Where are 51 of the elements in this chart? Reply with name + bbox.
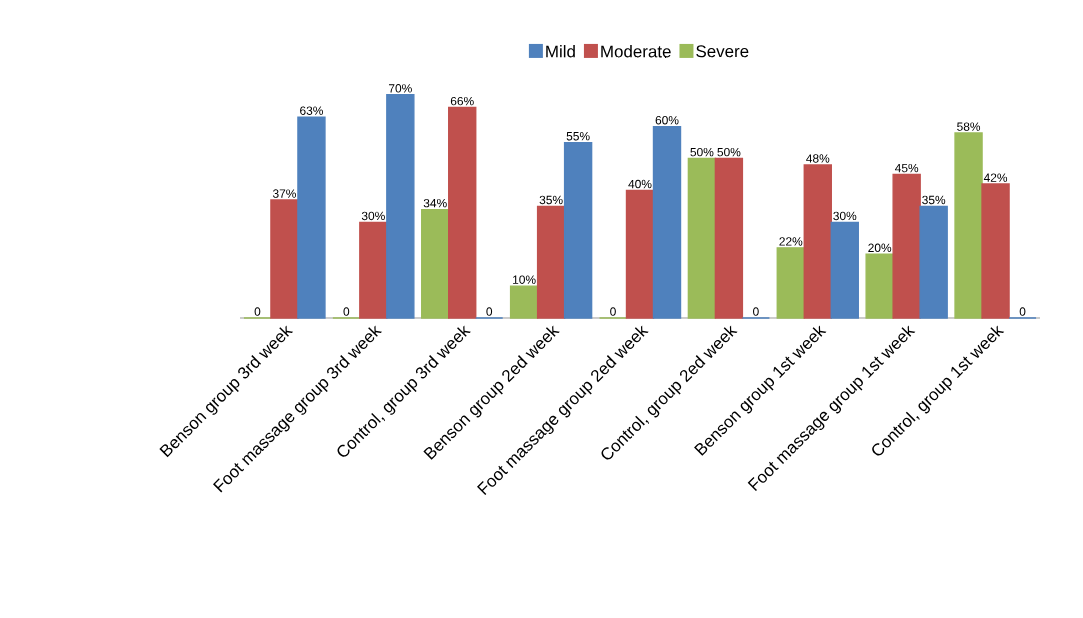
data-label: 70%: [388, 84, 412, 93]
data-label: 50%: [690, 147, 714, 157]
data-label: 48%: [806, 154, 830, 163]
bar: [386, 94, 415, 319]
bar: [297, 116, 326, 319]
data-label: 45%: [894, 163, 919, 173]
data-label: 0: [486, 307, 493, 316]
data-label: 55%: [566, 132, 590, 141]
bar: [919, 205, 948, 319]
legend-label: Mild: [546, 45, 575, 58]
data-label: 66%: [450, 96, 474, 106]
data-label: 63%: [300, 106, 323, 115]
bar: [803, 164, 832, 319]
bar: [892, 173, 921, 319]
bar: [652, 125, 682, 319]
data-label: 0: [1019, 307, 1026, 316]
bar: [448, 106, 477, 319]
bar: [270, 199, 299, 319]
data-label: 50%: [717, 147, 741, 157]
data-label: 0: [753, 307, 759, 316]
bar: [536, 205, 566, 319]
data-label: 40%: [628, 179, 652, 189]
data-label: 35%: [922, 195, 946, 205]
data-label: 22%: [779, 237, 803, 246]
data-label: 0: [343, 307, 350, 316]
data-label: 42%: [983, 173, 1008, 182]
bar: [359, 221, 388, 319]
bar: [625, 189, 655, 319]
bar: [714, 157, 744, 319]
bar: [776, 247, 805, 319]
bar: [563, 141, 593, 319]
bar: [830, 221, 859, 319]
data-label: 20%: [868, 243, 892, 253]
legend-label: Moderate: [601, 45, 671, 58]
bar: [954, 132, 983, 319]
data-label: 58%: [957, 122, 981, 131]
bar: [421, 208, 450, 319]
data-label: 30%: [361, 211, 385, 221]
data-label: 10%: [513, 275, 536, 284]
bar: [687, 157, 717, 319]
data-label: 34%: [423, 198, 447, 208]
bar: [865, 253, 894, 319]
bar: [509, 285, 539, 319]
data-label: 37%: [272, 189, 296, 198]
legend-label: Severe: [696, 45, 749, 58]
data-label: 0: [254, 307, 261, 316]
data-label: 0: [610, 307, 616, 316]
bar: [981, 183, 1010, 319]
data-label: 30%: [833, 211, 857, 221]
data-label: 60%: [655, 116, 679, 125]
data-label: 35%: [539, 195, 563, 205]
